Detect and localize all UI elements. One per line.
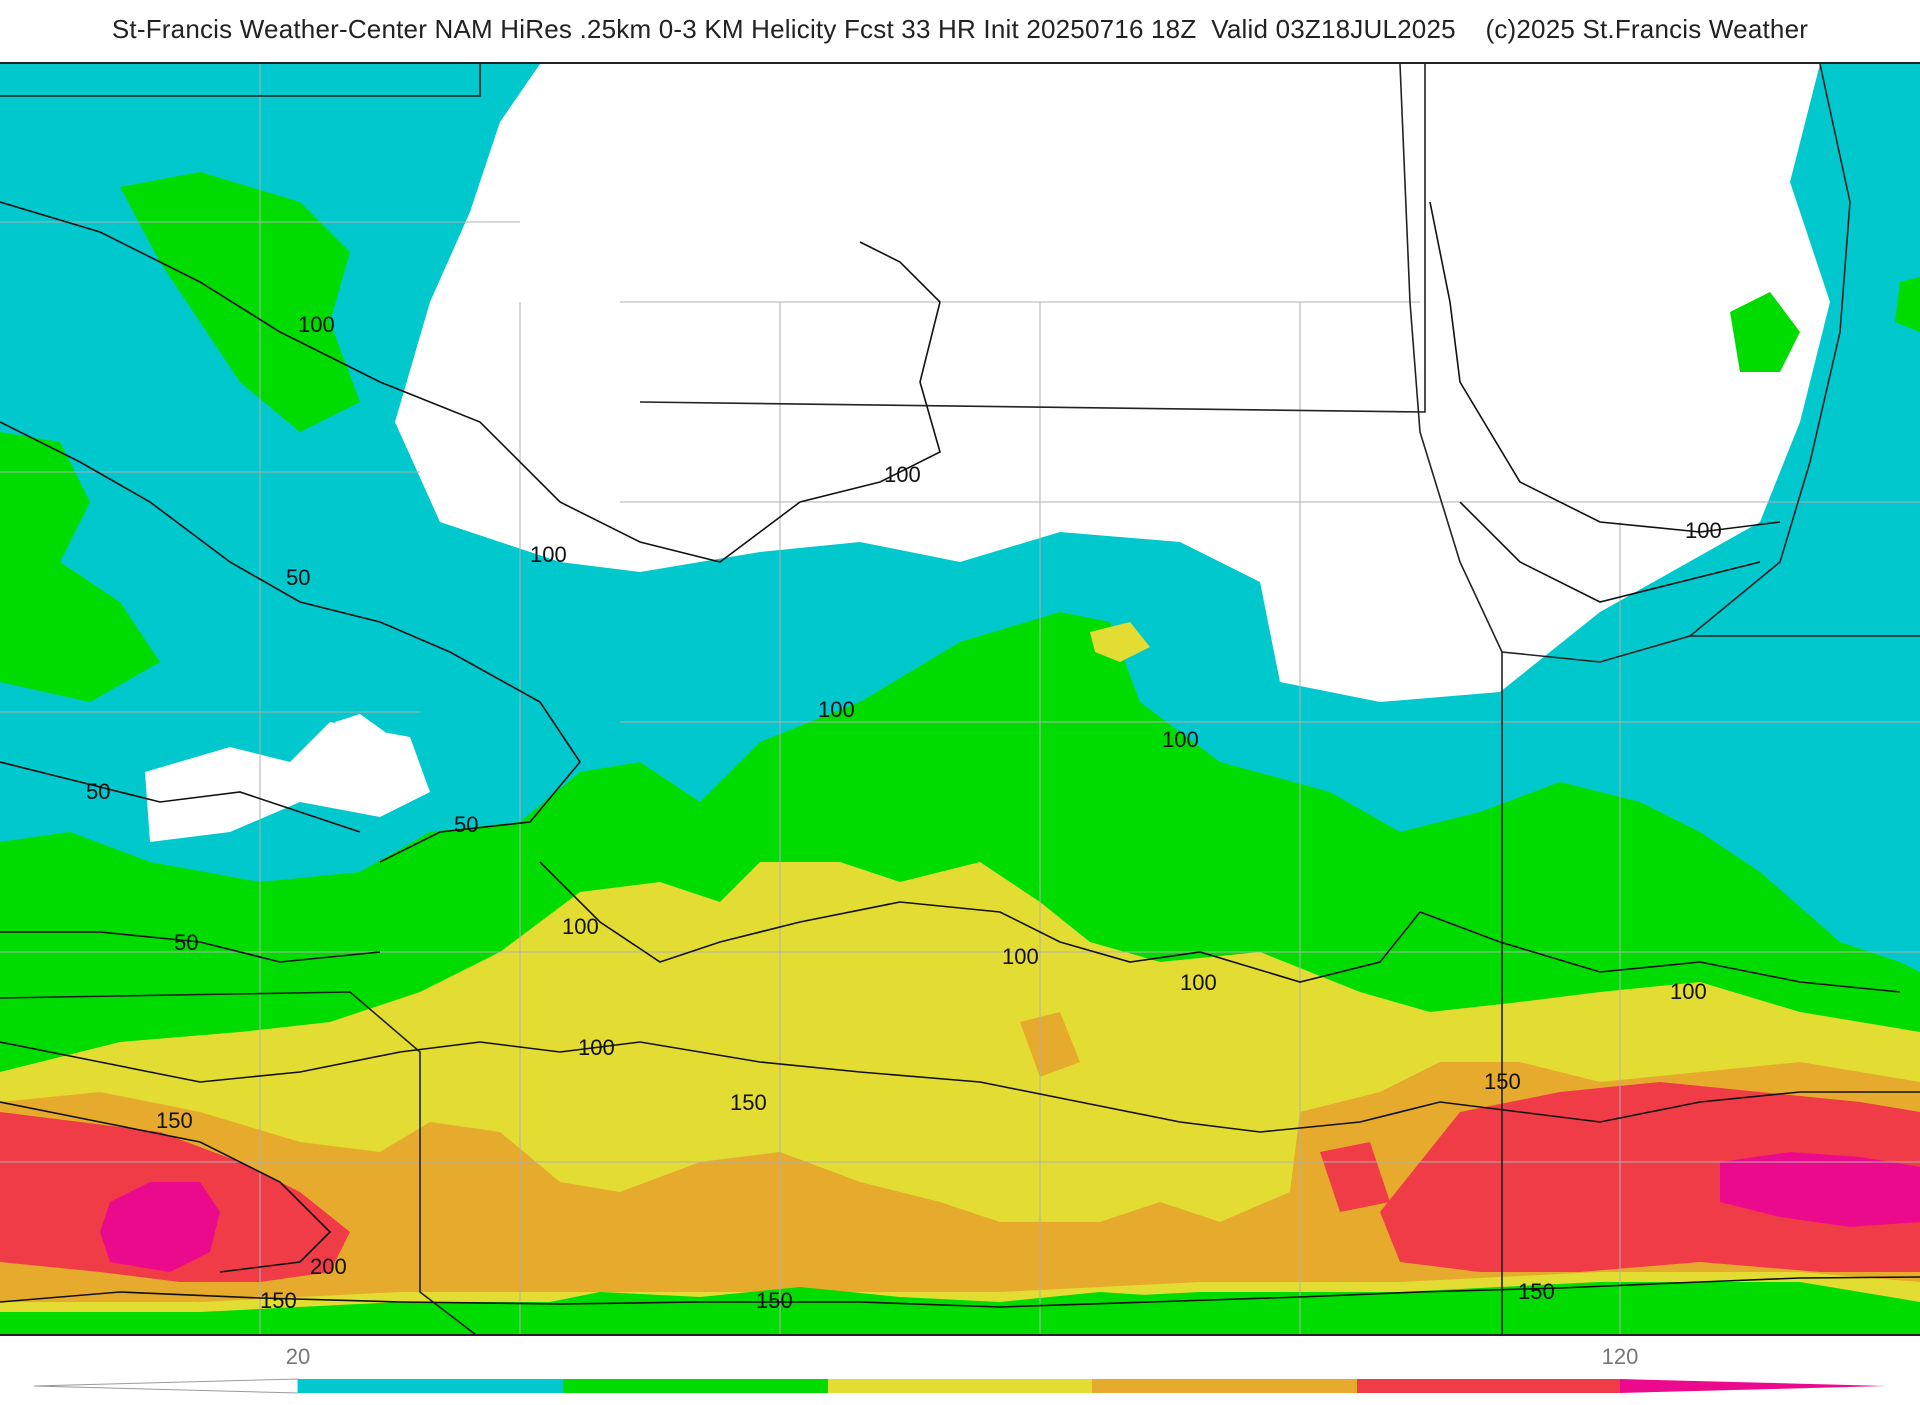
helicity-band-140-170	[1320, 1142, 1390, 1212]
colorbar-tick-label: 20	[286, 1344, 310, 1369]
colorbar-band	[563, 1379, 828, 1393]
contour-label: 150	[1518, 1279, 1555, 1304]
colorbar-canvas: 20 120	[33, 1344, 1886, 1394]
low-helicity-hole	[145, 722, 430, 842]
contour-label: 200	[310, 1254, 347, 1279]
colorbar-band	[298, 1379, 563, 1393]
colorbar-band	[828, 1379, 1092, 1393]
helicity-band-50-80	[1730, 292, 1800, 372]
contour-label: 100	[818, 697, 855, 722]
map-canvas: 100 100 100 100 50 100 100 50 50 50 100 …	[0, 64, 1920, 1334]
contour-label: 50	[454, 812, 478, 837]
contour-label: 150	[156, 1108, 193, 1133]
contour-label: 150	[730, 1090, 767, 1115]
helicity-band-170-plus	[1720, 1152, 1920, 1227]
contour-label: 100	[1670, 979, 1707, 1004]
helicity-contours	[0, 201, 1920, 1308]
contour-label: 50	[86, 779, 110, 804]
contour-label: 100	[530, 542, 567, 567]
colorbar-high-arrow	[1620, 1379, 1886, 1393]
contour-label: 50	[174, 930, 198, 955]
low-helicity-hole	[335, 714, 385, 747]
contour-label: 150	[1484, 1069, 1521, 1094]
low-helicity-hole	[1450, 142, 1520, 212]
contour-label: 100	[562, 914, 599, 939]
helicity-map: 100 100 100 100 50 100 100 50 50 50 100 …	[0, 62, 1920, 1336]
helicity-band-110-140	[1020, 1012, 1080, 1077]
colorbar-low-arrow	[33, 1378, 299, 1394]
contour-label: 100	[1180, 970, 1217, 995]
helicity-band-80-110	[1090, 622, 1150, 662]
contour-label: 100	[298, 312, 335, 337]
colorbar-tick-label: 120	[1602, 1344, 1639, 1369]
contour-label: 50	[286, 565, 310, 590]
contour-label: 100	[578, 1035, 615, 1060]
helicity-band-50-80	[0, 432, 160, 702]
color-legend: 20 120	[0, 1336, 1920, 1400]
contour-label: 100	[1162, 727, 1199, 752]
contour-label: 100	[1002, 944, 1039, 969]
helicity-band-50-80	[120, 172, 360, 432]
map-title: St-Francis Weather-Center NAM HiRes .25k…	[111, 14, 1809, 44]
state-borders	[0, 64, 1920, 1334]
colorbar-band	[1092, 1379, 1357, 1393]
helicity-band-170-plus	[100, 1182, 220, 1272]
helicity-band-50-80	[500, 1287, 1500, 1334]
contour-label: 100	[1685, 518, 1722, 543]
colorbar-band	[1357, 1379, 1620, 1393]
contour-label: 100	[884, 462, 921, 487]
contour-label: 150	[260, 1288, 297, 1313]
helicity-band-140-170	[1380, 1082, 1920, 1272]
contour-label: 150	[756, 1288, 793, 1313]
helicity-band-50-80	[1895, 277, 1920, 332]
county-borders	[0, 64, 1920, 1334]
